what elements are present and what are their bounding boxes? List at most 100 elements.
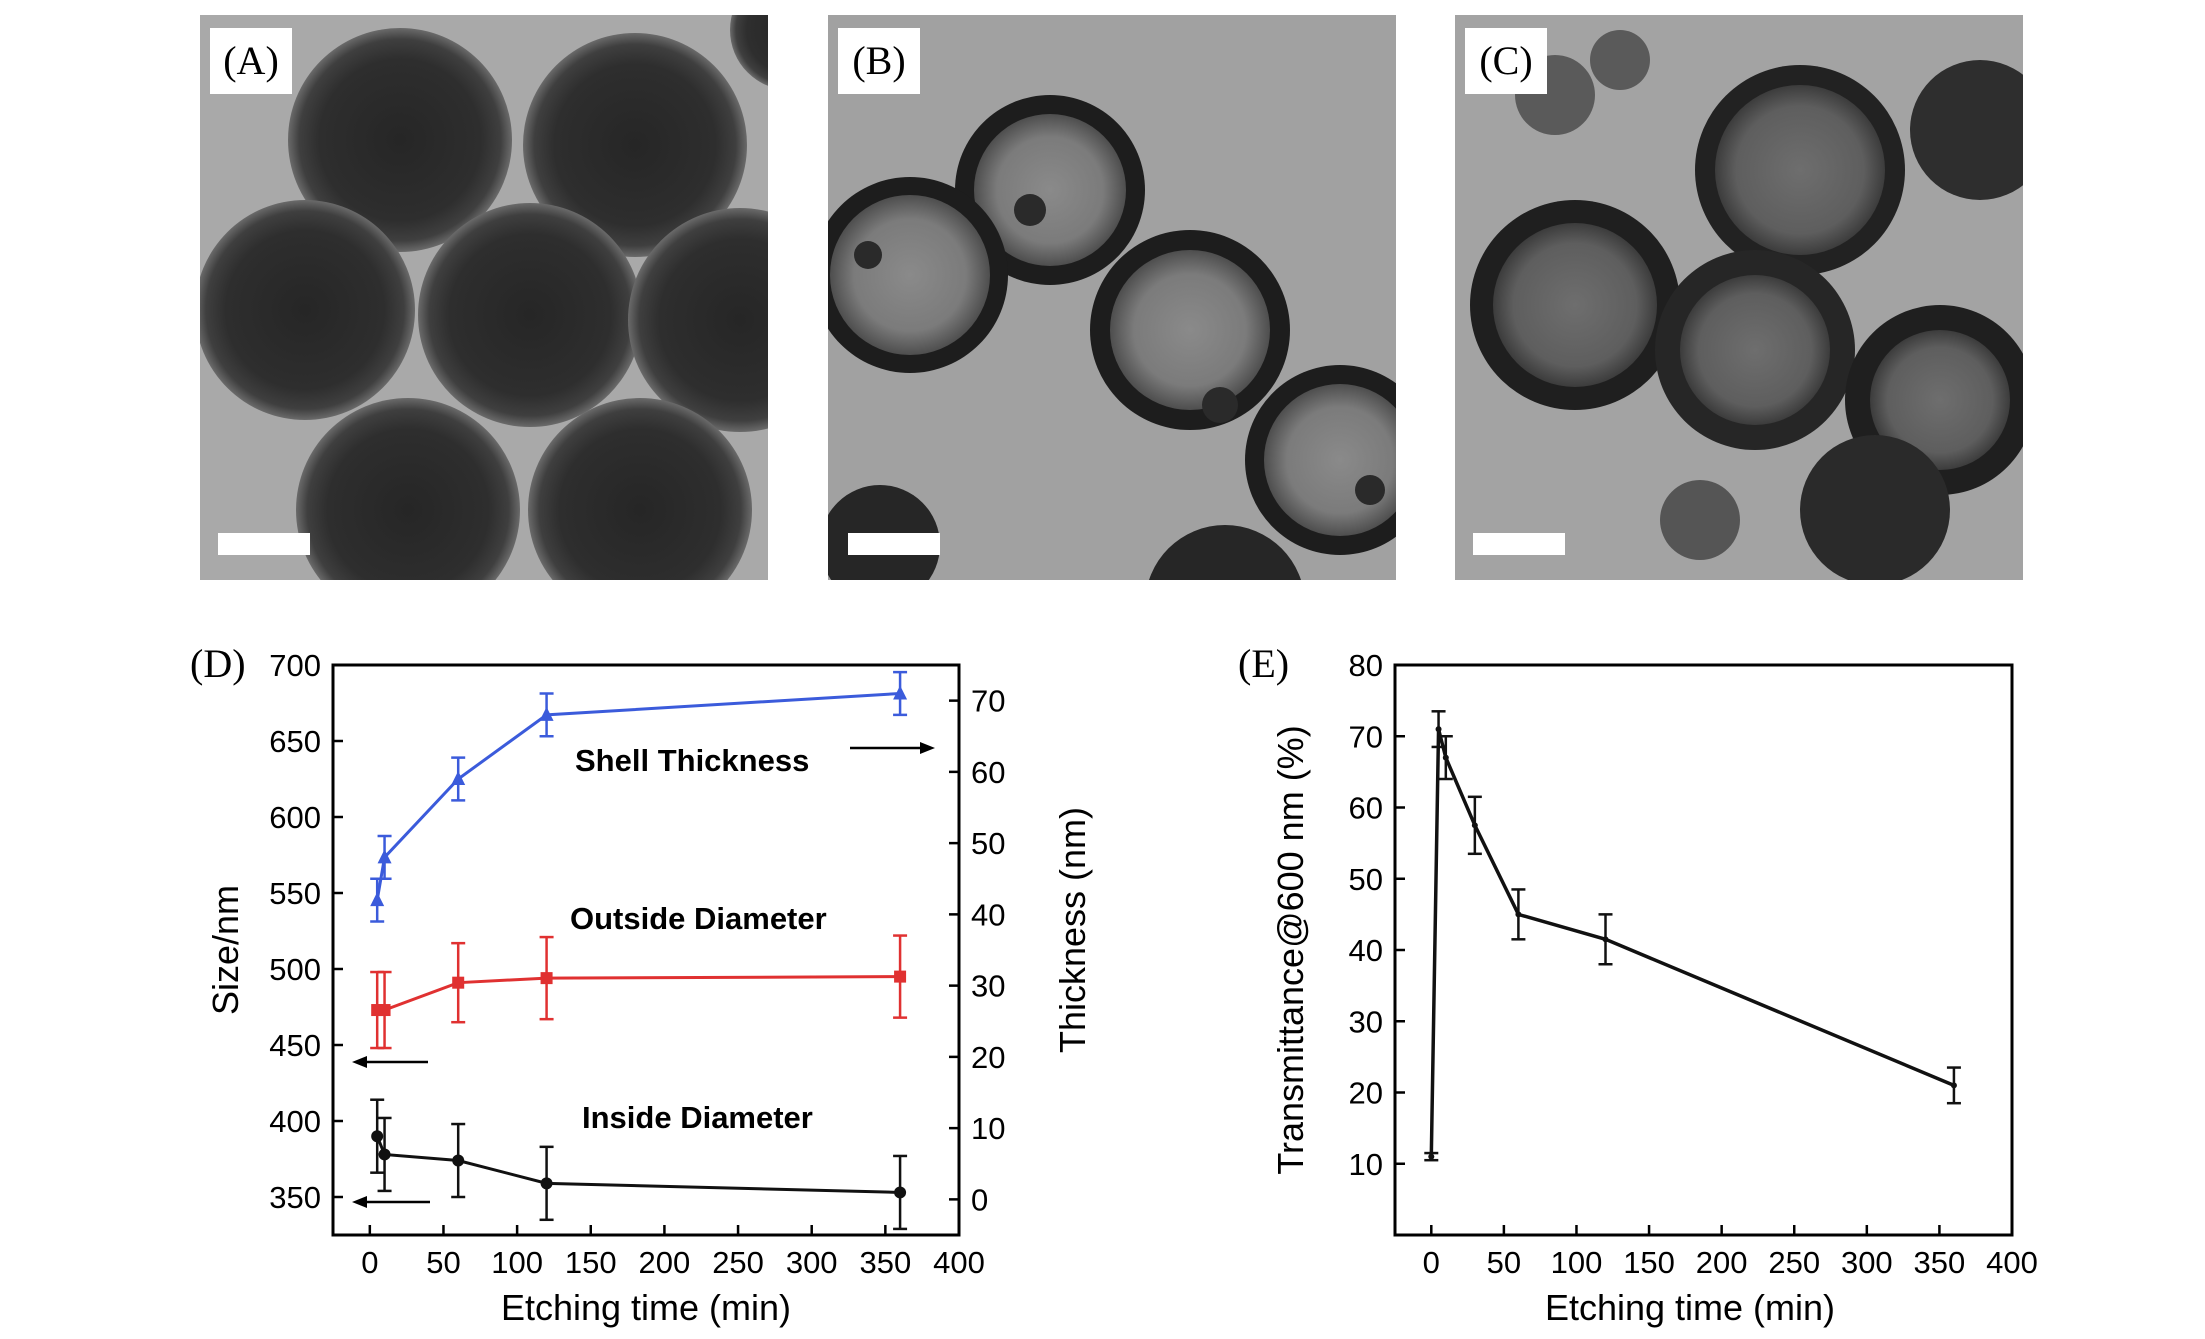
x-tick-label: 150 <box>1623 1245 1675 1280</box>
y-tick-label: 600 <box>269 800 321 835</box>
y-axis-ticks: 10 20 30 40 50 60 70 80 <box>1349 648 1405 1182</box>
x-tick-label: 0 <box>361 1245 378 1280</box>
y-tick-label: 10 <box>1349 1147 1383 1182</box>
data-point <box>1602 936 1609 943</box>
series-line <box>1429 728 1955 1157</box>
data-point <box>1442 754 1449 761</box>
chart-e: (E) 0 50 100 150 200 250 300 350 400 10 20 30 40 50 6… <box>1238 641 2038 1328</box>
scale-bar <box>218 533 310 555</box>
micrograph-a: (A) <box>200 15 768 580</box>
x-tick-label: 300 <box>786 1245 838 1280</box>
panel-label-a: (A) <box>223 38 279 83</box>
chart-d: (D) 0 50 100 150 200 250 300 350 400 35040045050… <box>190 641 1093 1328</box>
panel-label-box <box>838 28 920 94</box>
x-tick-label: 250 <box>1768 1245 1820 1280</box>
panel-label-box <box>1465 28 1547 94</box>
chart-series <box>370 670 908 1231</box>
data-point <box>894 1186 907 1199</box>
x-tick-label: 400 <box>1986 1245 2038 1280</box>
y2-tick-label: 70 <box>971 684 1005 719</box>
y2-tick-label: 50 <box>971 826 1005 861</box>
y-tick-label: 500 <box>269 952 321 987</box>
x-axis-title: Etching time (min) <box>501 1287 791 1328</box>
scale-bar <box>848 533 940 555</box>
x-tick-label: 50 <box>1487 1245 1521 1280</box>
left-axis-arrow <box>352 1196 430 1208</box>
data-point <box>378 1148 391 1161</box>
x-tick-label: 150 <box>565 1245 617 1280</box>
x-axis-ticks: 0 50 100 150 200 250 300 350 400 <box>1423 1225 2038 1280</box>
y-tick-label: 80 <box>1349 648 1383 683</box>
scale-bar <box>1473 533 1565 555</box>
data-point <box>540 1177 553 1190</box>
data-point <box>1471 822 1478 829</box>
series-label-shell-thickness: Shell Thickness <box>575 743 809 778</box>
micrograph-c: (C) <box>1455 15 2023 580</box>
y-tick-label: 50 <box>1349 862 1383 897</box>
panel-label-d: (D) <box>190 641 246 686</box>
y2-tick-label: 0 <box>971 1182 988 1217</box>
panel-label-b: (B) <box>852 38 905 83</box>
micrograph-b: (B) <box>828 15 1396 580</box>
y-tick-label: 400 <box>269 1104 321 1139</box>
y-tick-label: 700 <box>269 648 321 683</box>
x-axis-title: Etching time (min) <box>1545 1287 1835 1328</box>
y2-tick-label: 60 <box>971 755 1005 790</box>
panel-label-c: (C) <box>1479 38 1532 83</box>
data-point <box>1428 1153 1435 1160</box>
series-inside-diameter <box>370 1098 908 1231</box>
series-label-outside-diameter: Outside Diameter <box>570 901 827 936</box>
x-tick-label: 400 <box>933 1245 985 1280</box>
y2-tick-label: 20 <box>971 1040 1005 1075</box>
data-point <box>378 1004 391 1017</box>
y-tick-label: 350 <box>269 1180 321 1215</box>
y-tick-label: 650 <box>269 724 321 759</box>
hollow-spheres <box>828 95 1396 580</box>
right-axis-arrow <box>850 742 935 754</box>
x-tick-label: 200 <box>1696 1245 1748 1280</box>
chart-series <box>1424 710 1961 1162</box>
data-point <box>451 771 466 785</box>
data-point <box>539 706 554 721</box>
y2-axis-title: Thickness (nm) <box>1052 807 1093 1053</box>
left-axis-arrow <box>352 1056 428 1068</box>
y-tick-label: 70 <box>1349 719 1383 754</box>
y-tick-label: 20 <box>1349 1076 1383 1111</box>
data-point <box>370 892 385 907</box>
solid-spheres <box>200 15 768 580</box>
data-point <box>452 976 465 989</box>
y-axis-title: Size/nm <box>205 885 246 1015</box>
x-tick-label: 50 <box>426 1245 460 1280</box>
y2-tick-label: 40 <box>971 897 1005 932</box>
series-outside-diameter <box>370 934 908 1050</box>
x-tick-label: 100 <box>491 1245 543 1280</box>
x-tick-label: 200 <box>639 1245 691 1280</box>
y-tick-label: 30 <box>1349 1004 1383 1039</box>
y-tick-label: 40 <box>1349 933 1383 968</box>
y2-tick-label: 10 <box>971 1111 1005 1146</box>
series-label-inside-diameter: Inside Diameter <box>582 1100 813 1135</box>
etched-hollow-spheres <box>1470 30 2023 580</box>
data-point <box>894 970 907 983</box>
data-point <box>540 972 553 985</box>
x-tick-label: 100 <box>1551 1245 1603 1280</box>
y-tick-label: 60 <box>1349 791 1383 826</box>
x-tick-label: 350 <box>1914 1245 1966 1280</box>
plot-frame <box>331 663 961 1237</box>
data-point <box>893 685 908 700</box>
data-point <box>1515 911 1522 918</box>
series-transmittance <box>1424 710 1961 1162</box>
plot-frame <box>1393 663 2014 1237</box>
data-point <box>1950 1082 1957 1089</box>
series-shell-thickness <box>370 670 908 923</box>
y-axis-title: Transmittance@600 nm (%) <box>1270 725 1311 1174</box>
panel-label-e: (E) <box>1238 641 1289 686</box>
data-point <box>371 1130 384 1143</box>
x-tick-label: 250 <box>712 1245 764 1280</box>
y-tick-label: 550 <box>269 876 321 911</box>
x-tick-label: 300 <box>1841 1245 1893 1280</box>
y-tick-label: 450 <box>269 1028 321 1063</box>
data-point <box>1435 726 1442 733</box>
y2-axis-ticks: 0 10 20 30 40 50 60 70 <box>949 684 1005 1217</box>
